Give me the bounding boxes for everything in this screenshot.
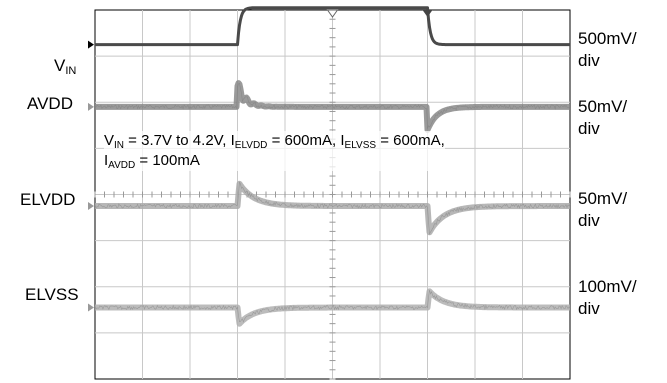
condition-subscript: AVDD (108, 160, 136, 171)
condition-line-1: VIN = 3.7V to 4.2V, IELVDD = 600mA, IELV… (104, 131, 445, 151)
condition-text: I (104, 152, 109, 169)
condition-text: V (104, 132, 115, 149)
scale-vin: 500mV/div (578, 28, 637, 72)
label-avdd: AVDD (27, 94, 73, 113)
scale-elvss: 100mV/div (578, 276, 637, 320)
scale-value: 50mV/ (578, 97, 628, 116)
channel-marker-elvdd (88, 202, 94, 211)
channel-marker-elvss (88, 303, 94, 312)
scale-value: 100mV/ (578, 277, 637, 296)
scale-elvdd: 50mV/div (578, 188, 627, 232)
scale-unit: div (578, 211, 600, 230)
trace-noise-avdd (94, 82, 571, 129)
grid (94, 9, 571, 380)
traces (88, 6, 572, 327)
channel-marker-avdd (88, 102, 94, 111)
condition-text: = 600mA, (376, 132, 445, 149)
scale-unit: div (578, 51, 600, 70)
condition-subscript: ELVSS (344, 140, 377, 151)
scale-avdd: 50mV/div (578, 96, 627, 140)
label-vin: VIN (54, 56, 77, 77)
label-elvss: ELVSS (25, 285, 79, 304)
scale-value: 50mV/ (578, 189, 628, 208)
channel-marker-vin (88, 40, 94, 49)
condition-line-2: IAVDD = 100mA (104, 151, 445, 171)
label-elvdd: ELVDD (20, 190, 76, 209)
condition-text: = 3.7V to 4.2V, I (124, 132, 235, 149)
condition-subscript: ELVDD (234, 140, 268, 151)
trace-vin (94, 6, 571, 47)
scale-value: 500mV/ (578, 29, 637, 48)
trace-noise-elvdd (94, 181, 571, 236)
scale-unit: div (578, 119, 600, 138)
condition-subscript: IN (114, 140, 125, 151)
scale-unit: div (578, 299, 600, 318)
markers (326, 9, 433, 18)
trigger-position-marker (326, 9, 339, 18)
test-conditions: VIN = 3.7V to 4.2V, IELVDD = 600mA, IELV… (104, 131, 445, 171)
trace-noise-elvss (94, 289, 571, 323)
condition-text: = 100mA (135, 152, 200, 169)
condition-text: = 600mA, I (267, 132, 345, 149)
trigger-level-marker (422, 10, 433, 17)
